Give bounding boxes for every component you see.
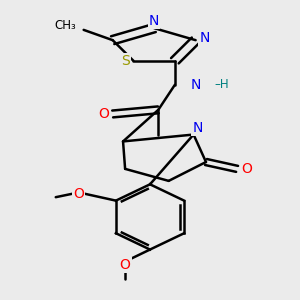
Text: –H: –H [214, 78, 229, 91]
Text: O: O [98, 107, 109, 121]
Text: N: N [193, 122, 203, 135]
Text: O: O [73, 187, 84, 201]
Text: O: O [120, 258, 130, 272]
Text: CH₃: CH₃ [54, 19, 76, 32]
Text: O: O [241, 162, 252, 176]
Text: N: N [200, 32, 210, 45]
Text: N: N [190, 78, 201, 92]
Text: S: S [121, 54, 130, 68]
Text: N: N [149, 14, 159, 28]
